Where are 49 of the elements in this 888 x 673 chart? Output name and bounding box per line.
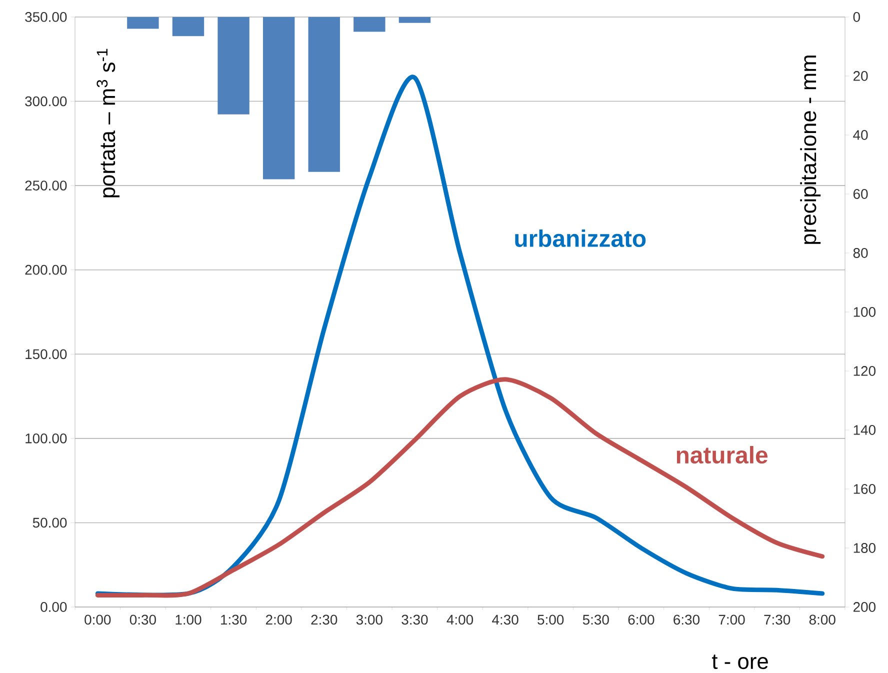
bar: [127, 17, 159, 29]
y2-tick-label: 80: [853, 248, 868, 258]
line-series: [95, 377, 825, 598]
x-tick-label: 5:30: [582, 614, 609, 625]
y2-tick-label: 140: [854, 425, 876, 435]
x-tick-label: 6:30: [674, 614, 700, 625]
x-tick-label: 5:00: [538, 614, 564, 625]
x-axis-title: t - ore: [712, 654, 768, 670]
bar: [398, 17, 431, 23]
y2-tick-label: 0: [853, 12, 860, 22]
bar: [262, 17, 295, 180]
y2-tick-label: 200: [853, 602, 876, 612]
x-tick-label: 3:30: [402, 614, 428, 625]
y-tick-label: 50.00: [32, 518, 67, 528]
text: urbanizzato: [515, 229, 646, 248]
y2-tick-label: 60: [853, 189, 868, 199]
y-tick-label: 150.00: [26, 349, 67, 360]
x-tick-label: 0:00: [84, 614, 111, 625]
bar: [218, 17, 250, 114]
x-tick-label: 8:00: [809, 614, 836, 625]
y2-tick-label: 20: [853, 71, 868, 81]
y-tick-label: 250.00: [25, 180, 67, 191]
y2-tick-label: 120: [854, 366, 876, 376]
x-tick-label: 6:00: [628, 614, 654, 625]
y2-tick-label: 160: [854, 484, 876, 494]
bar: [172, 17, 204, 36]
y2-tick-label: 40: [853, 130, 868, 140]
y-tick-label: 100.00: [26, 433, 67, 444]
series-label: naturale: [676, 446, 768, 464]
y-tick-label: 350.00: [25, 12, 67, 22]
y2-tick-label: 100: [854, 307, 876, 317]
x-tick-label: 7:30: [764, 614, 790, 625]
y2-tick-label: 180: [854, 543, 876, 553]
bar: [308, 17, 340, 172]
y-tick-label: 300.00: [25, 96, 67, 106]
bar: [354, 17, 386, 32]
y-tick-label: 0.00: [40, 602, 67, 612]
x-tick-label: 4:30: [492, 614, 518, 625]
x-tick-label: 2:30: [311, 614, 338, 625]
x-tick-label: 3:00: [356, 614, 382, 625]
y-tick-label: 200.00: [25, 264, 67, 275]
x-tick-label: 1:30: [221, 614, 247, 625]
x-tick-label: 7:00: [718, 614, 745, 625]
y2-axis-title: precipitazione - mm: [800, 56, 821, 244]
y-axis-title: portata – m$^{3}$ s$^{-1}$: [96, 48, 120, 198]
x-tick-label: 2:00: [266, 614, 292, 625]
x-tick-label: 0:30: [130, 614, 156, 625]
x-tick-label: 1:00: [176, 614, 202, 625]
x-tick-label: 4:00: [446, 614, 474, 625]
